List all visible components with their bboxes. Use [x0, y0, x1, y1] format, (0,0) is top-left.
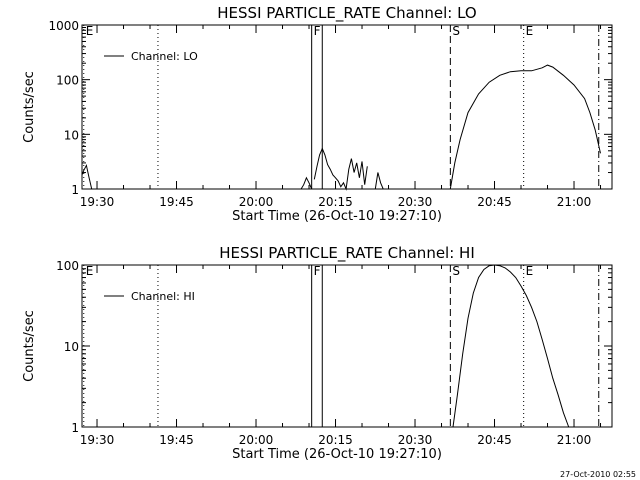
- x-tick-label: 19:45: [159, 433, 194, 447]
- chart-title: HESSI PARTICLE_RATE Channel: HI: [219, 244, 475, 263]
- x-tick-label: 20:45: [477, 195, 512, 209]
- marker-label: E: [526, 264, 534, 278]
- plot-frame: [81, 24, 613, 190]
- x-tick-label: 20:30: [398, 433, 433, 447]
- marker-label: E: [526, 24, 534, 38]
- x-tick-label: 19:45: [159, 195, 194, 209]
- marker-label: S: [452, 24, 460, 38]
- x-tick-label: 20:15: [318, 433, 353, 447]
- x-axis-label: Start Time (26-Oct-10 19:27:10): [232, 209, 442, 224]
- x-tick-label: 21:00: [557, 195, 592, 209]
- x-tick-label: 20:45: [477, 433, 512, 447]
- series-line-hi: [452, 264, 570, 428]
- y-tick-label: 1: [71, 183, 79, 197]
- series-line-lo: [313, 147, 368, 191]
- marker-label: E: [86, 264, 94, 278]
- x-tick-label: 19:30: [80, 433, 115, 447]
- y-axis-label: Counts/sec: [22, 71, 37, 143]
- y-tick-label: 10: [64, 128, 79, 142]
- panel-lo: HESSI PARTICLE_RATE Channel: LO 19:30 19:4…: [22, 4, 613, 224]
- timestamp: 27-Oct-2010 02:55: [560, 470, 636, 479]
- x-tick-label: 20:00: [239, 195, 274, 209]
- y-tick-label: 100: [56, 74, 79, 88]
- chart-title: HESSI PARTICLE_RATE Channel: LO: [217, 4, 476, 23]
- series-line-lo: [374, 172, 384, 190]
- marker-label: F: [314, 264, 321, 278]
- y-axis-label: Counts/sec: [22, 310, 37, 382]
- x-tick-label: 21:00: [557, 433, 592, 447]
- x-tick-label: 20:15: [318, 195, 353, 209]
- legend-label: Channel: LO: [131, 50, 198, 63]
- marker-label: E: [86, 24, 94, 38]
- y-tick-label: 1: [71, 421, 79, 435]
- y-tick-label: 10: [64, 340, 79, 354]
- marker-label: S: [452, 264, 460, 278]
- series-line-lo: [300, 176, 313, 190]
- x-tick-label: 20:30: [398, 195, 433, 209]
- x-tick-label: 20:00: [239, 433, 274, 447]
- x-axis-label: Start Time (26-Oct-10 19:27:10): [232, 447, 442, 462]
- panel-hi: HESSI PARTICLE_RATE Channel: HI 19:30 19:4…: [22, 244, 613, 462]
- series-line-lo: [81, 163, 93, 190]
- series-line-lo: [449, 64, 601, 190]
- legend-label: Channel: HI: [131, 290, 195, 303]
- marker-label: F: [314, 24, 321, 38]
- x-tick-label: 19:30: [80, 195, 115, 209]
- y-tick-label: 100: [56, 259, 79, 273]
- y-tick-label: 1000: [48, 19, 79, 33]
